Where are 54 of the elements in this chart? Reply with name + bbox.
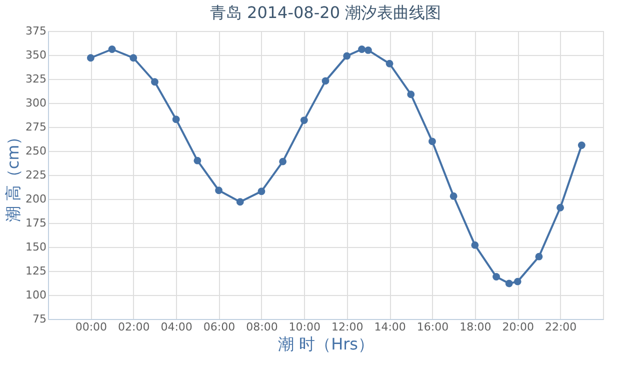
point xyxy=(505,280,513,288)
x-tick-label: 06:00 xyxy=(203,320,236,334)
point xyxy=(108,46,116,53)
point xyxy=(322,77,330,85)
point xyxy=(86,54,94,62)
x-tick-label: 14:00 xyxy=(374,320,406,334)
point xyxy=(130,54,138,62)
point xyxy=(194,156,202,164)
y-tick-label: 250 xyxy=(26,144,46,158)
point xyxy=(386,60,394,68)
y-tick-label: 375 xyxy=(26,24,46,38)
point xyxy=(578,142,586,149)
point xyxy=(364,46,372,54)
point xyxy=(151,78,158,86)
x-tick-label: 04:00 xyxy=(160,320,192,334)
x-tick-label: 08:00 xyxy=(246,320,278,334)
point xyxy=(428,138,436,146)
y-tick-label: 200 xyxy=(26,192,46,206)
point xyxy=(236,198,244,206)
x-tick-label: 20:00 xyxy=(502,320,534,334)
y-tick-label: 75 xyxy=(32,312,46,326)
point xyxy=(471,241,479,249)
y-axis-title: 潮 高（cm） xyxy=(4,128,23,222)
point xyxy=(279,158,287,166)
x-tick-label: 12:00 xyxy=(331,320,364,334)
point xyxy=(556,204,564,212)
y-tick-label: 175 xyxy=(26,216,46,230)
x-tick-label: 22:00 xyxy=(544,320,577,334)
point xyxy=(343,52,351,60)
point xyxy=(358,46,366,53)
point xyxy=(492,273,500,280)
x-tick-label: 18:00 xyxy=(460,320,492,334)
x-tick-label: 02:00 xyxy=(118,320,150,334)
point xyxy=(514,278,522,286)
x-axis-title: 潮 时（Hrs） xyxy=(278,334,374,354)
x-tick-label: 10:00 xyxy=(288,320,321,334)
point xyxy=(215,186,222,194)
point xyxy=(450,192,458,200)
x-tick-label: 16:00 xyxy=(416,320,449,334)
y-tick-label: 325 xyxy=(26,72,46,86)
point xyxy=(300,116,308,124)
point xyxy=(535,252,543,260)
y-tick-label: 300 xyxy=(26,96,46,110)
chart-title: 青岛 2014-08-20 潮汐表曲线图 xyxy=(210,3,442,22)
y-tick-label: 275 xyxy=(26,120,46,134)
y-tick-label: 100 xyxy=(26,288,46,302)
point xyxy=(407,90,415,98)
y-tick-label: 225 xyxy=(26,168,46,182)
y-tick-label: 350 xyxy=(26,48,46,62)
x-tick-label: 00:00 xyxy=(75,320,108,334)
y-tick-label: 125 xyxy=(26,264,46,278)
y-tick-label: 150 xyxy=(26,240,46,254)
point xyxy=(258,188,266,196)
point xyxy=(172,116,180,124)
